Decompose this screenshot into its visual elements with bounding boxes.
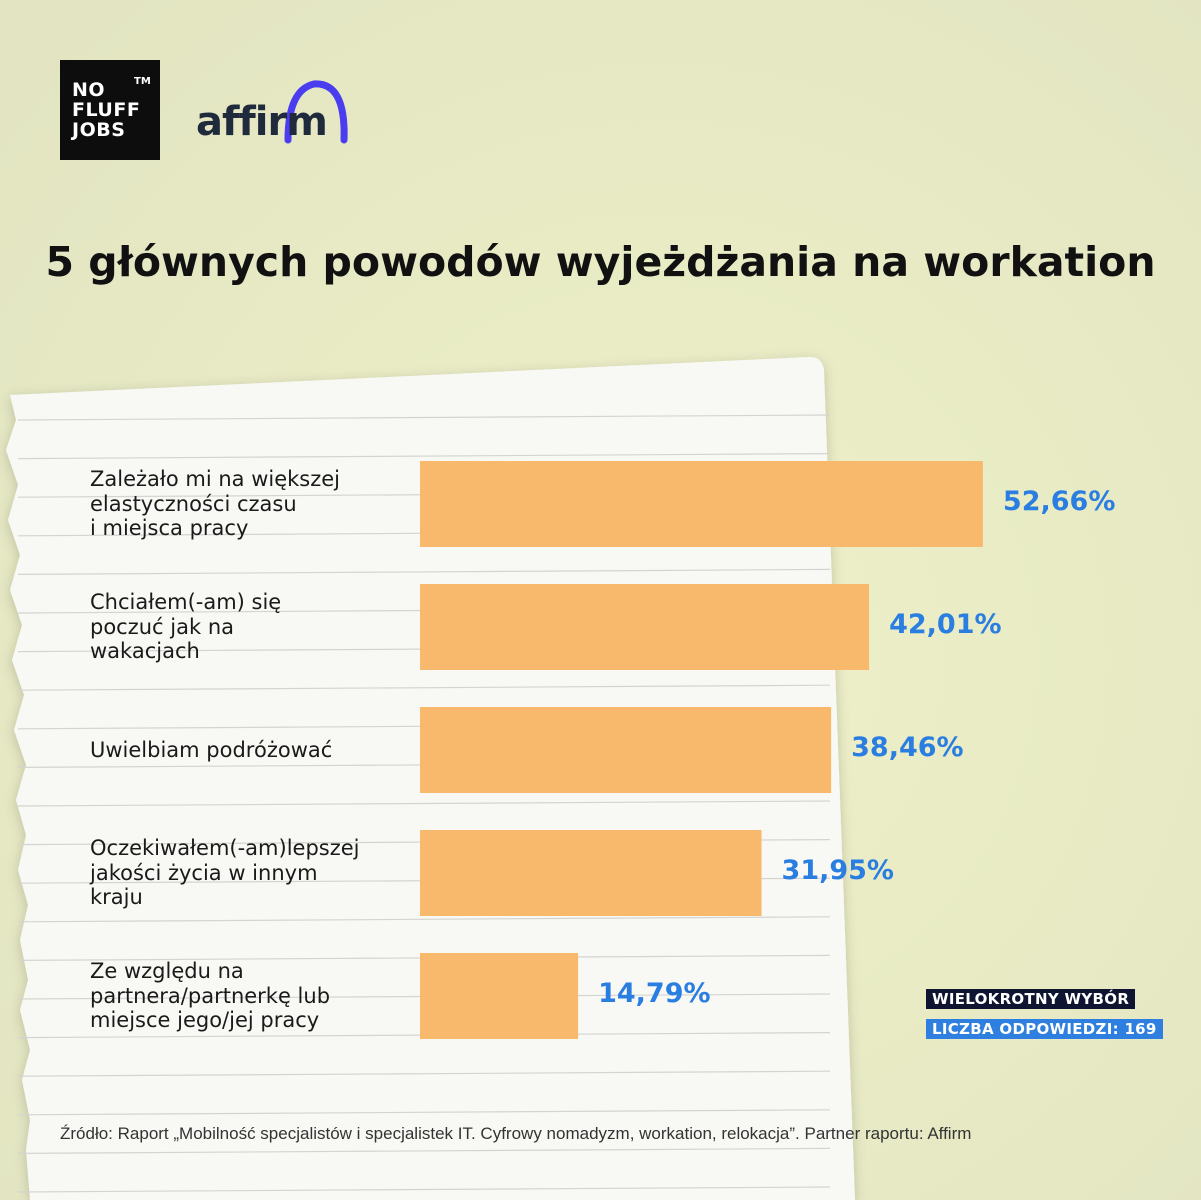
- bar: [420, 584, 870, 670]
- category-label: Chciałem(-am) się poczuć jak na wakacjac…: [90, 590, 282, 664]
- multiple-choice-badge: WIELOKROTNY WYBÓR: [926, 989, 1136, 1009]
- chart-title: 5 głównych powodów wyjeżdżania na workat…: [45, 238, 1156, 286]
- ruled-line: [17, 800, 831, 807]
- bar: [420, 707, 832, 793]
- bar: [420, 953, 579, 1039]
- category-label: Ze względu na partnera/partnerkę lub mie…: [90, 959, 331, 1033]
- ruled-line: [17, 684, 831, 691]
- ruled-line: [17, 916, 831, 923]
- trademark-mark: TM: [134, 76, 151, 87]
- ruled-line: [17, 1186, 831, 1193]
- logo-word: FLUFF: [72, 99, 141, 121]
- value-label: 52,66%: [1002, 486, 1116, 517]
- affirm-arc-icon: [284, 80, 348, 144]
- ruled-line: [17, 414, 831, 421]
- bar: [420, 461, 983, 547]
- value-label: 42,01%: [889, 609, 1002, 640]
- category-label: Oczekiwałem(-am)lepszej jakości życia w …: [90, 836, 360, 910]
- category-label: Uwielbiam podróżować: [90, 737, 333, 762]
- ruled-line: [17, 453, 831, 460]
- logo-word: NO: [72, 79, 106, 101]
- ruled-line: [17, 568, 831, 576]
- source-note: Źródło: Raport „Mobilność specjalistów i…: [60, 1124, 972, 1143]
- value-label: 14,79%: [598, 978, 711, 1009]
- affirm-logo: affirm: [196, 76, 356, 146]
- ruled-line: [17, 1147, 831, 1155]
- response-count-badge: LICZBA ODPOWIEDZI: 169: [926, 1019, 1163, 1039]
- bar: [420, 830, 762, 916]
- no-fluff-jobs-logo: NO FLUFF JOBS TM: [60, 60, 160, 160]
- value-label: 31,95%: [781, 855, 894, 886]
- ruled-line: [17, 1109, 831, 1116]
- category-label: Zależało mi na większej elastyczności cz…: [90, 467, 341, 541]
- ruled-line: [17, 1070, 831, 1077]
- value-label: 38,46%: [851, 732, 964, 763]
- logo-word: JOBS: [72, 119, 126, 141]
- affirm-wordmark: affirm: [196, 99, 328, 145]
